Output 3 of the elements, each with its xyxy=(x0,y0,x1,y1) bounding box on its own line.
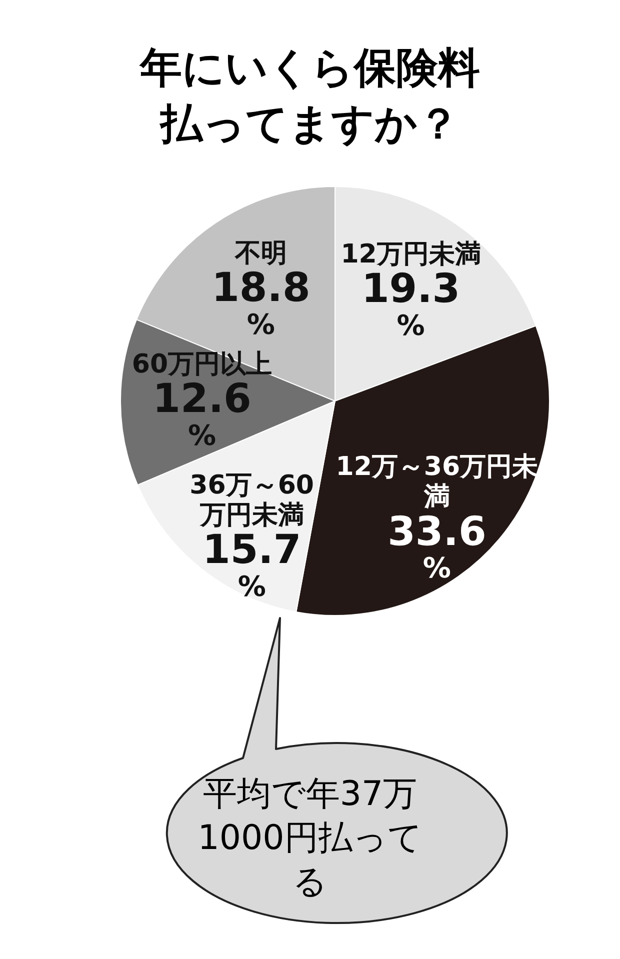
chart-title: 年にいくら保険料払ってますか？ xyxy=(138,42,481,150)
data-label: 12.6% xyxy=(152,376,252,452)
text: 平均で年37万1000円払ってる xyxy=(196,773,424,904)
